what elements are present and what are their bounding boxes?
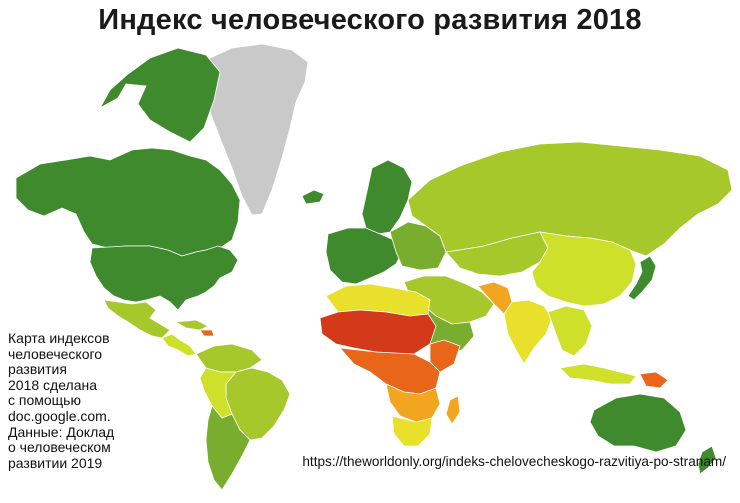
caption-line: развития — [8, 361, 67, 378]
region-india — [503, 299, 553, 365]
map-caption: Карта индексов человеческого развития 20… — [8, 330, 148, 471]
caption-line: человеческого — [8, 345, 103, 362]
region-southern-cone — [205, 405, 251, 491]
region-eastern-europe — [389, 221, 447, 271]
region-caribbean — [174, 319, 209, 331]
region-png — [639, 371, 669, 389]
region-australia — [589, 393, 687, 453]
region-sahel — [319, 309, 437, 357]
map-title: Индекс человеческого развития 2018 — [98, 4, 642, 36]
region-western-europe — [325, 227, 403, 285]
region-mexico — [103, 299, 171, 339]
caption-line: развитии 2019 — [8, 454, 103, 471]
caption-line: Карта индексов — [8, 330, 110, 346]
region-haiti — [199, 329, 215, 337]
region-usa — [89, 245, 239, 311]
region-new-zealand — [697, 445, 717, 475]
caption-line: 2018 сделана — [8, 376, 97, 393]
region-southern-africa — [391, 415, 433, 447]
caption-line: о человеческом — [8, 439, 111, 456]
region-east-africa — [385, 383, 441, 423]
caption-line: Данные: Доклад — [8, 423, 115, 440]
region-indonesia — [559, 363, 637, 385]
region-scandinavia — [361, 159, 413, 235]
region-southeast-asia — [547, 305, 593, 357]
region-central-america — [161, 333, 197, 357]
region-canada — [15, 147, 241, 257]
region-iceland — [301, 189, 325, 205]
region-china — [531, 231, 637, 307]
region-arctic-islands — [98, 47, 221, 143]
source-url[interactable]: https://theworldonly.org/indeks-chelovec… — [302, 454, 726, 469]
caption-line: с помощью — [8, 392, 81, 409]
region-madagascar — [445, 395, 461, 425]
region-japan — [627, 255, 657, 301]
region-greenland — [203, 43, 309, 216]
caption-line: doc.google.com. — [8, 407, 111, 424]
